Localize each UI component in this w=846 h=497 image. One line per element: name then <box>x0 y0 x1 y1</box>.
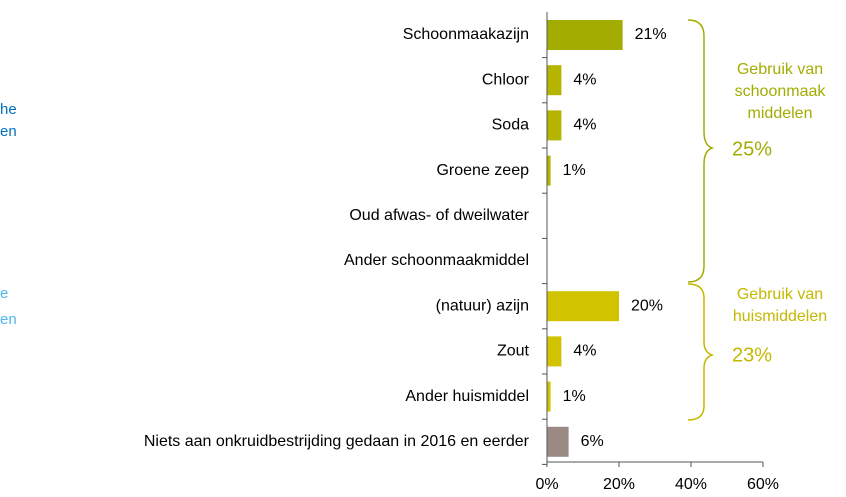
category-label: Ander schoonmaakmiddel <box>344 252 529 269</box>
annotation-total: 25% <box>732 138 772 160</box>
x-tick-label: 60% <box>747 476 779 493</box>
bar <box>547 381 551 412</box>
x-tick-label: 40% <box>675 476 707 493</box>
brace <box>687 19 715 283</box>
annotation-text: schoonmaak <box>735 83 827 100</box>
annotation-text: Gebruik van <box>737 61 823 78</box>
x-tick-label: 0% <box>535 476 558 493</box>
bar <box>547 110 562 141</box>
category-label: Zout <box>497 343 530 360</box>
category-label: Soda <box>492 117 529 134</box>
value-label: 6% <box>581 433 604 450</box>
bar <box>547 336 562 367</box>
x-tick-label: 20% <box>603 476 635 493</box>
value-label: 21% <box>635 26 667 43</box>
category-label: (natuur) azijn <box>436 297 529 314</box>
category-label: Chloor <box>482 71 530 88</box>
category-label: Niets aan onkruidbestrijding gedaan in 2… <box>144 433 530 450</box>
annotation-total: 23% <box>732 344 772 366</box>
value-label: 20% <box>631 297 663 314</box>
clipped-text: e <box>0 285 8 302</box>
value-label: 4% <box>573 343 596 360</box>
bar <box>547 155 551 186</box>
clipped-text: en <box>0 123 17 140</box>
value-label: 4% <box>573 117 596 134</box>
value-label: 1% <box>563 388 586 405</box>
category-label: Oud afwas- of dweilwater <box>349 207 529 224</box>
brace <box>687 283 715 421</box>
annotation-text: Gebruik van <box>737 286 823 303</box>
bar <box>547 20 623 50</box>
bar <box>547 291 619 322</box>
value-label: 4% <box>573 71 596 88</box>
annotation-text: middelen <box>748 105 813 122</box>
clipped-text: he <box>0 101 17 118</box>
annotation-text: huismiddelen <box>733 308 827 325</box>
value-label: 1% <box>563 162 586 179</box>
bar <box>547 426 569 457</box>
category-label: Schoonmaakazijn <box>403 26 529 43</box>
category-label: Groene zeep <box>436 162 529 179</box>
bar <box>547 65 562 96</box>
clipped-text: en <box>0 311 17 328</box>
category-label: Ander huismiddel <box>405 388 529 405</box>
